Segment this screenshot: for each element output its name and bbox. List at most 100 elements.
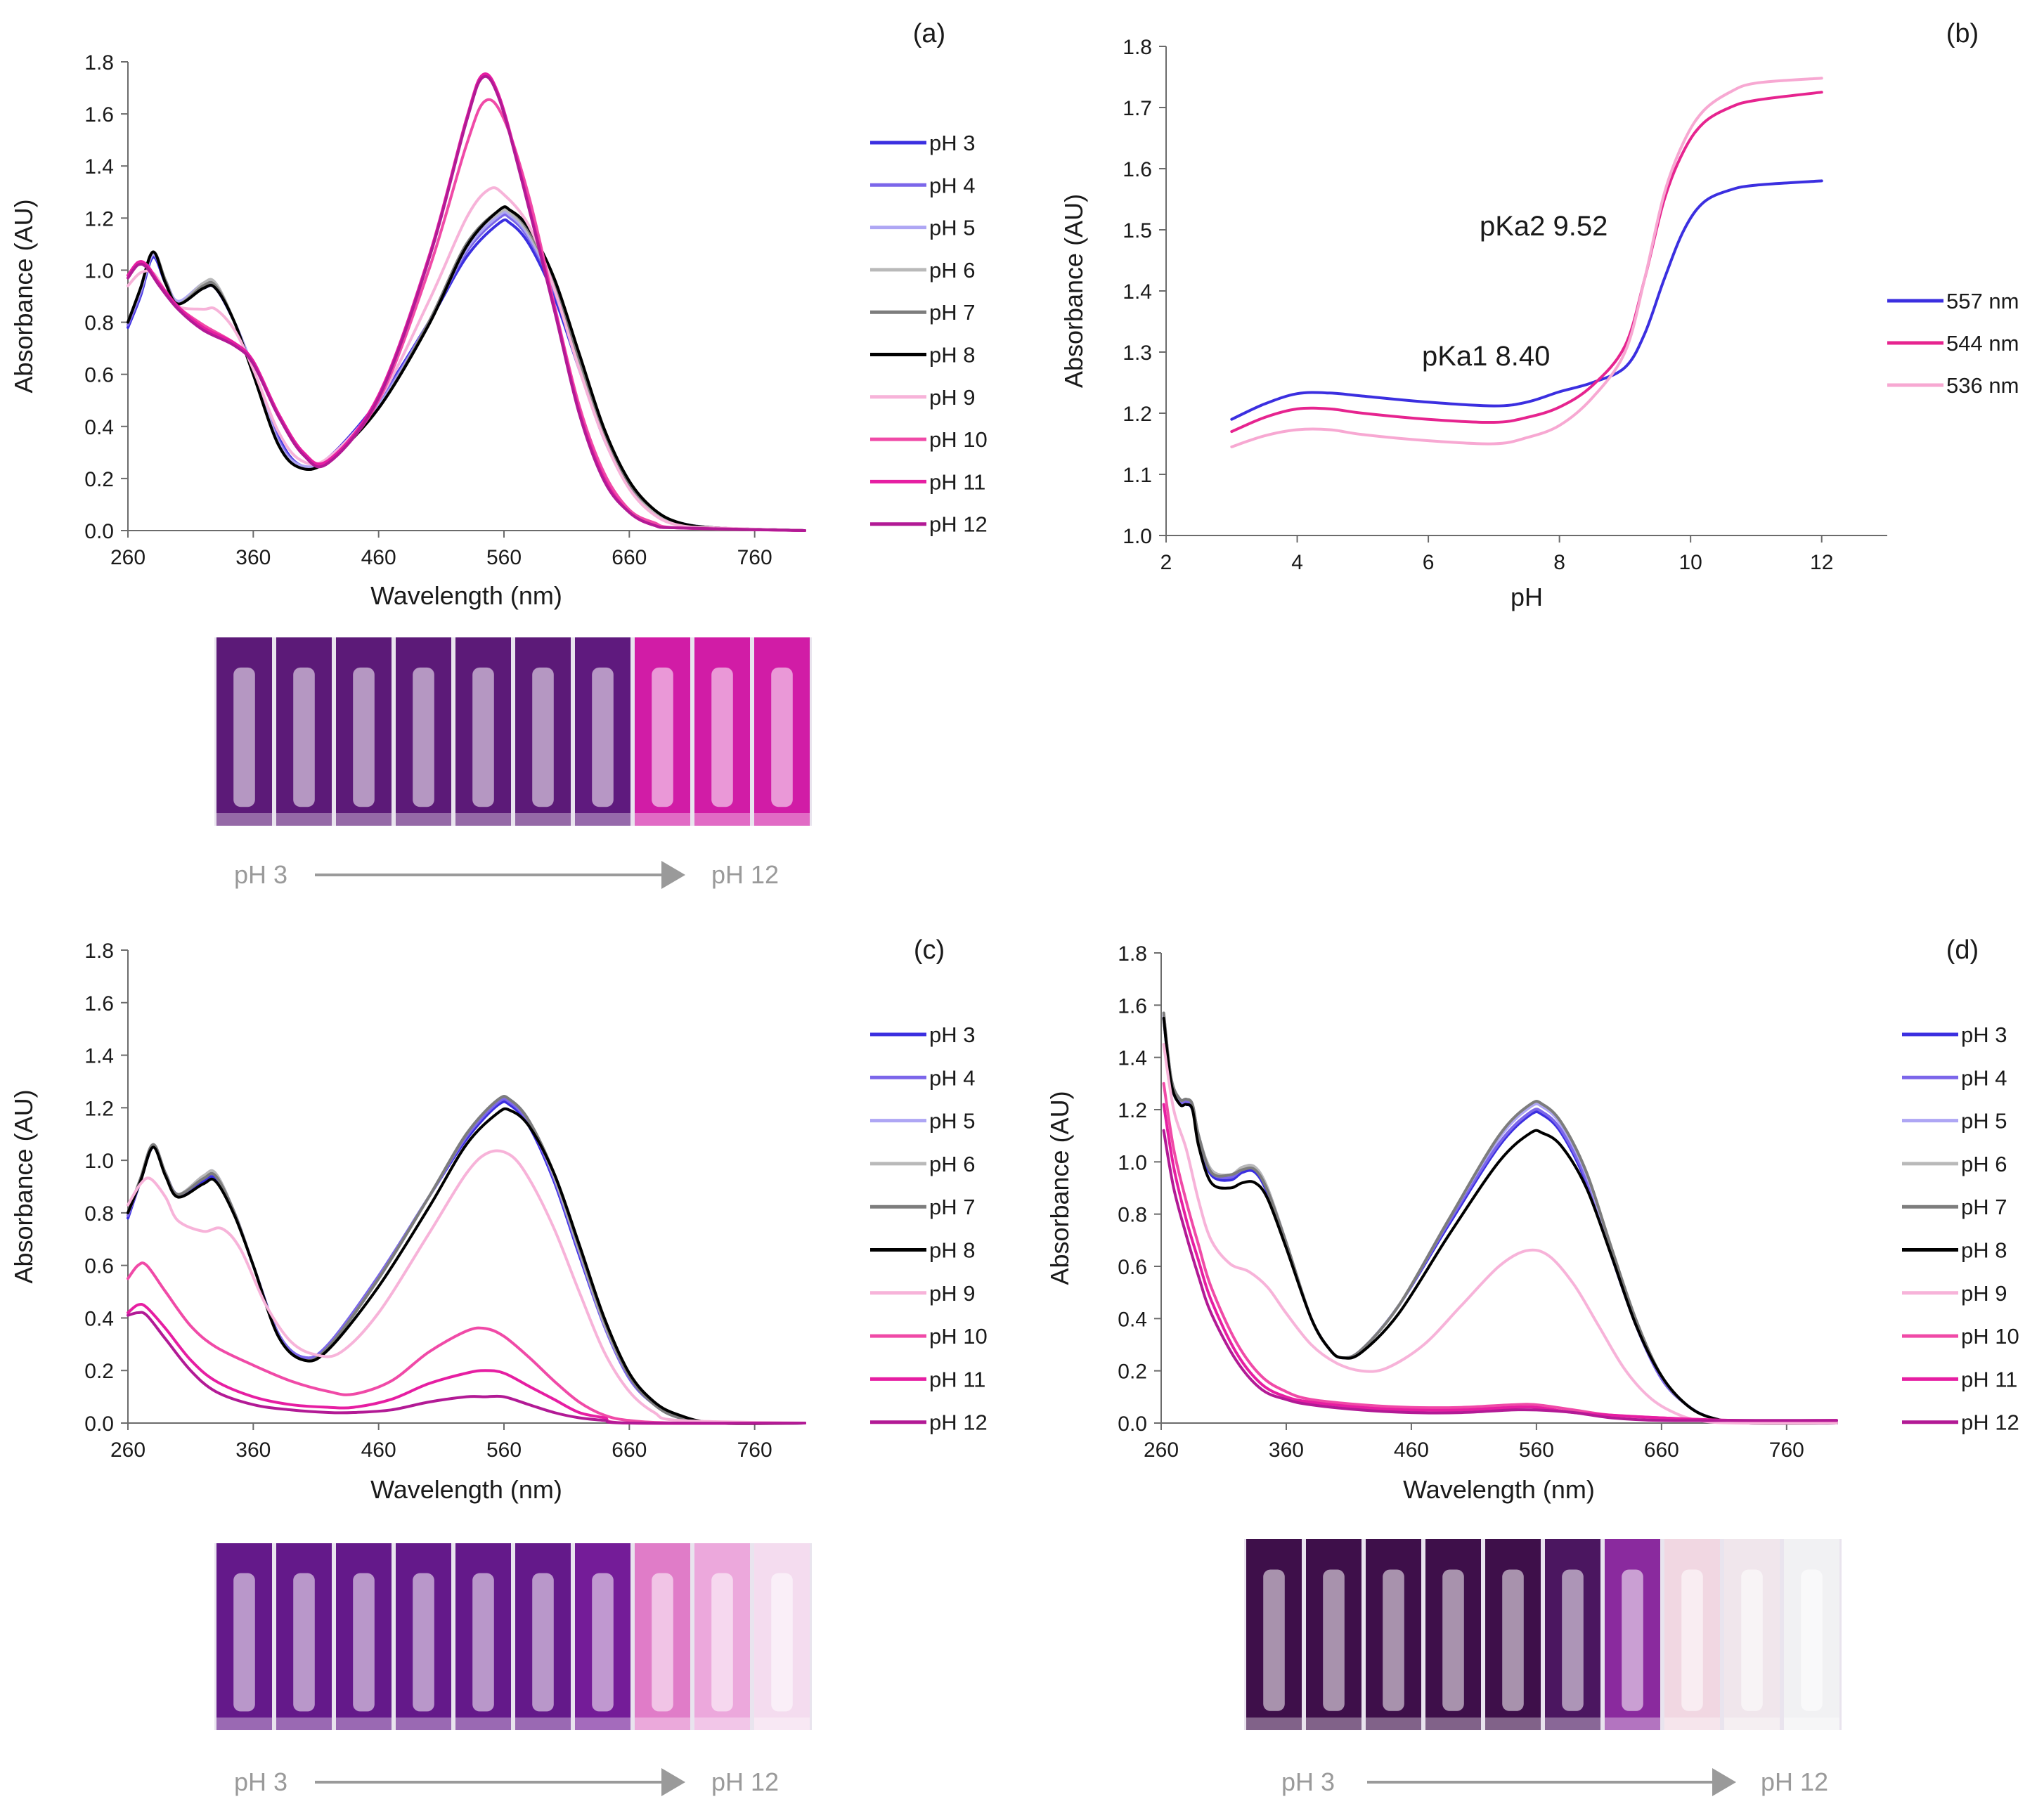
legend-label: pH 12: [1961, 1410, 2019, 1435]
cuvette-window: [472, 667, 494, 807]
cuvette: [455, 1543, 511, 1730]
cuvette-base: [754, 1718, 810, 1730]
y-tick-label: 0.0: [1118, 1413, 1147, 1436]
y-tick-label: 1.4: [1123, 280, 1152, 304]
y-tick-label: 0.4: [84, 416, 114, 439]
cuvette: [336, 637, 392, 826]
series-line-ph-12: [1162, 1129, 1838, 1422]
legend-entry-ph-12: pH 12: [870, 512, 988, 537]
y-tick-label: 1.0: [84, 259, 114, 283]
strip-start-label: pH 3: [234, 860, 287, 889]
y-tick-label: 1.8: [84, 51, 114, 74]
cuvette: [694, 1543, 750, 1730]
y-tick-label: 1.2: [84, 207, 114, 231]
y-tick-label: 1.4: [84, 1045, 114, 1068]
legend-label: pH 10: [1961, 1324, 2019, 1349]
cuvette: [1545, 1539, 1600, 1730]
x-tick-label: 8: [1553, 551, 1565, 574]
legend-label: pH 8: [1961, 1238, 2007, 1263]
cuvette: [575, 1543, 630, 1730]
cuvette-window: [233, 1573, 255, 1712]
legend-label: pH 12: [929, 512, 988, 537]
y-tick-label: 1.2: [1118, 1099, 1147, 1122]
cuvette-window: [413, 1573, 434, 1712]
cuvette-window: [1323, 1569, 1345, 1711]
y-tick-label: 1.6: [1118, 994, 1147, 1018]
legend-label: pH 9: [929, 1281, 975, 1306]
x-tick-label: 360: [235, 546, 271, 569]
series-line-ph-4: [1162, 1014, 1838, 1425]
cuvette-window: [1741, 1569, 1763, 1711]
cuvette: [1664, 1539, 1720, 1730]
annotation-pka-2: pKa1 8.40: [1422, 341, 1550, 372]
legend-label: 557 nm: [1946, 289, 2019, 313]
cuvette-base: [1605, 1718, 1660, 1730]
legend-entry-ph-5: pH 5: [870, 216, 975, 240]
annotation-pka-1: pKa2 9.52: [1480, 211, 1608, 242]
legend-label: pH 6: [929, 258, 975, 283]
cuvette-base: [216, 1718, 272, 1730]
x-axis-title: pH: [1511, 583, 1543, 611]
legend-label: pH 10: [929, 1324, 988, 1349]
x-tick-label: 260: [110, 1439, 145, 1462]
cuvette-base: [1425, 1718, 1481, 1730]
cuvette-window: [1442, 1569, 1464, 1711]
legend-entry-ph-12: pH 12: [1902, 1410, 2019, 1435]
chart-panel-b: 1.0 1.1 1.2 1.3 1.4 1.5 1.6 1.7 1.8 2 4 6 8 10 12 pH Abs…: [1059, 19, 2019, 611]
y-tick-label: 1.4: [1118, 1047, 1147, 1070]
legend-label: pH 3: [1961, 1022, 2007, 1047]
cuvette-base: [575, 813, 630, 826]
y-tick-label: 0.6: [84, 1255, 114, 1278]
cuvette-window: [711, 667, 733, 807]
y-tick-label: 1.2: [1123, 403, 1152, 426]
cuvette-base: [336, 1718, 392, 1730]
legend-label: pH 11: [1961, 1367, 2017, 1391]
legend-entry-ph-6: pH 6: [870, 1152, 975, 1176]
cuvette-base: [1485, 1718, 1541, 1730]
y-tick-label: 0.6: [84, 364, 114, 387]
panel-label: (a): [913, 19, 945, 48]
cuvette-window: [1622, 1569, 1643, 1711]
chart-panel-d: 0.0 0.2 0.4 0.6 0.8 1.0 1.2 1.4 1.6 1.8 260 360 460 5…: [1045, 935, 2019, 1504]
y-tick-label: 1.7: [1123, 97, 1152, 120]
legend-entry-ph-4: pH 4: [870, 1065, 975, 1090]
y-tick-label: 0.8: [84, 1202, 114, 1226]
legend-entry-ph-5: pH 5: [1902, 1109, 2007, 1134]
cuvette-base: [276, 1718, 332, 1730]
legend-entry-536-nm: 536 nm: [1887, 373, 2019, 398]
y-tick-label: 0.6: [1118, 1256, 1147, 1279]
cuvette-window: [532, 667, 554, 807]
series-line-ph-6: [1162, 1011, 1838, 1425]
x-tick-label: 260: [1144, 1439, 1179, 1462]
cuvette-window: [1801, 1569, 1823, 1711]
x-tick-label: 560: [1519, 1439, 1554, 1462]
cuvette: [336, 1543, 392, 1730]
legend-entry-ph-8: pH 8: [870, 1238, 975, 1263]
cuvette: [1306, 1539, 1361, 1730]
cuvette-window: [771, 667, 793, 807]
cuvette-base: [1246, 1718, 1302, 1730]
cuvette: [694, 637, 750, 826]
cuvette: [635, 1543, 690, 1730]
strip-start-label: pH 3: [234, 1767, 287, 1796]
y-tick-label: 1.8: [84, 940, 114, 963]
x-tick-label: 460: [1394, 1439, 1429, 1462]
cuvette: [1246, 1539, 1302, 1730]
series-line-ph-10: [127, 98, 806, 532]
series-line-ph-8: [1162, 1016, 1838, 1425]
cuvette-photo-a: pH 3 pH 12: [214, 637, 812, 889]
cuvette-base: [455, 813, 511, 826]
cuvette: [1605, 1539, 1660, 1730]
cuvette: [216, 1543, 272, 1730]
cuvette-window: [1263, 1569, 1285, 1711]
series-line-ph-3: [127, 218, 806, 532]
x-axis-title: Wavelength (nm): [370, 581, 562, 610]
cuvette: [396, 1543, 451, 1730]
chart-panel-a: 0.0 0.2 0.4 0.6 0.8 1.0 1.2 1.4 1.6 1.8 260 360 460 5…: [9, 19, 988, 610]
cuvette-base: [276, 813, 332, 826]
legend-entry-ph-10: pH 10: [870, 427, 988, 452]
y-tick-label: 1.8: [1123, 36, 1152, 59]
cuvette-base: [1306, 1718, 1361, 1730]
x-tick-label: 760: [737, 1439, 772, 1462]
y-axis-title: Absorbance (AU): [1059, 194, 1088, 388]
